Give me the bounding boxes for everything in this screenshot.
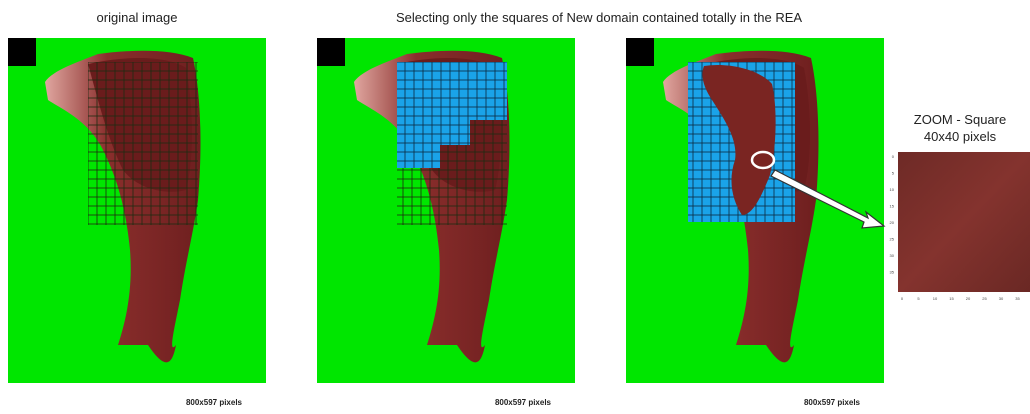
zoom-x-tick: 35 bbox=[1015, 296, 1020, 301]
zoom-x-tick: 25 bbox=[982, 296, 987, 301]
caption: 800x597 pixels bbox=[186, 398, 243, 407]
zoom-y-tick: 10 bbox=[890, 187, 895, 192]
panel-rea bbox=[626, 38, 884, 383]
zoom-subtitle: 40x40 pixels bbox=[924, 129, 997, 144]
header: Selecting only the squares of New domain… bbox=[396, 10, 802, 25]
panel-selected bbox=[317, 38, 575, 383]
zoom-panel bbox=[898, 152, 1030, 292]
zoom-y-tick: 20 bbox=[890, 220, 895, 225]
zoom-y-tick: 15 bbox=[890, 204, 895, 209]
zoom-y-tick: 5 bbox=[892, 171, 895, 176]
figure: original image Selecting only the square… bbox=[0, 0, 1030, 409]
zoom-x-tick: 10 bbox=[933, 296, 938, 301]
panel-title: original image bbox=[97, 10, 178, 25]
zoom-x-tick: 5 bbox=[917, 296, 920, 301]
caption: 800x597 pixels bbox=[495, 398, 552, 407]
zoom-x-tick: 30 bbox=[999, 296, 1004, 301]
zoom-y-tick: 35 bbox=[890, 270, 895, 275]
zoom-title: ZOOM - Square bbox=[914, 112, 1006, 127]
panel-original bbox=[8, 38, 266, 383]
zoom-x-tick: 15 bbox=[949, 296, 954, 301]
caption: 800x597 pixels bbox=[804, 398, 861, 407]
zoom-x-tick: 0 bbox=[901, 296, 904, 301]
zoom-y-tick: 25 bbox=[890, 237, 895, 242]
zoom-y-tick: 30 bbox=[890, 253, 895, 258]
zoom-y-tick: 0 bbox=[892, 154, 895, 159]
zoom-x-tick: 20 bbox=[966, 296, 971, 301]
